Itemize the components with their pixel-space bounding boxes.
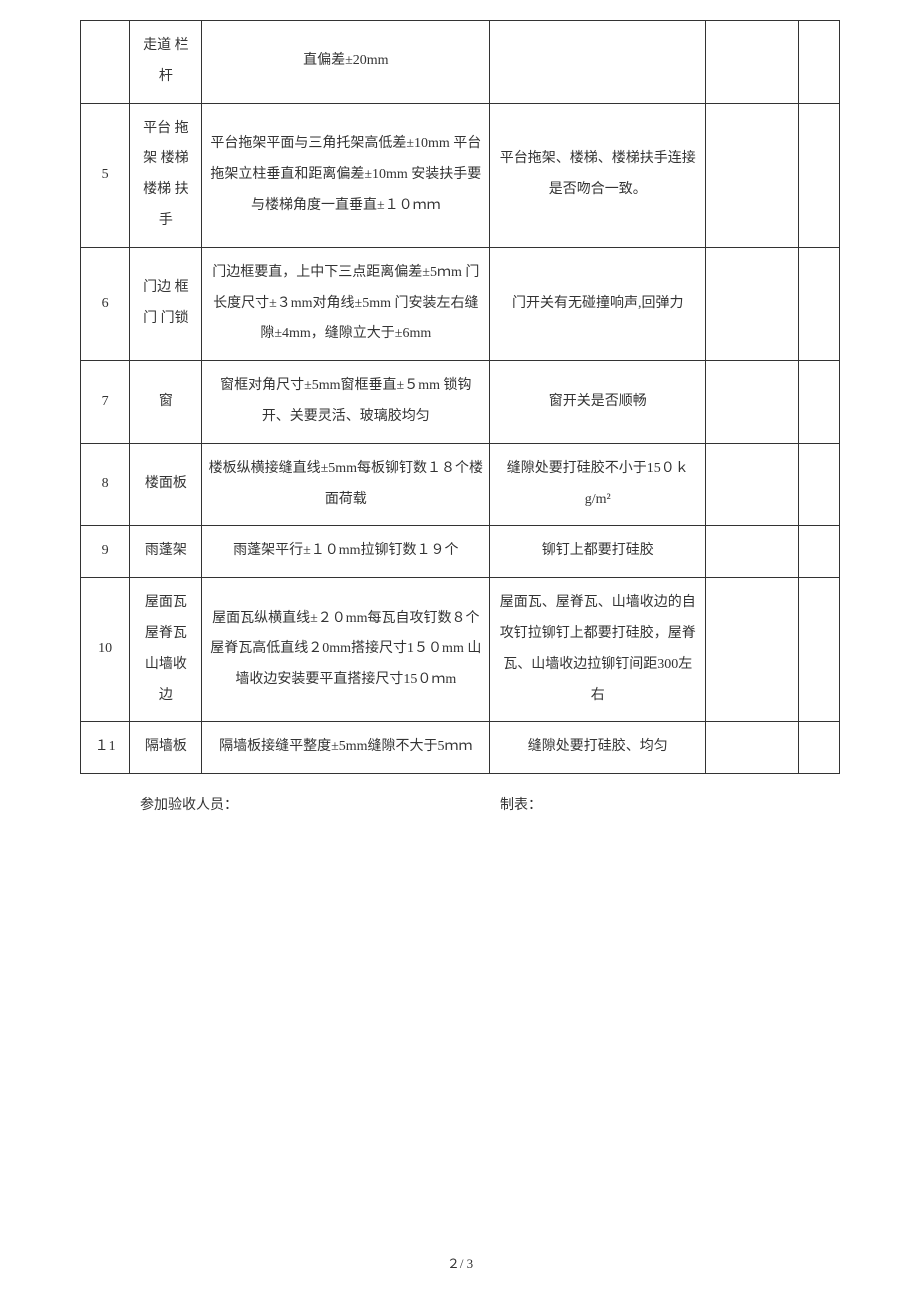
cell-item: 雨蓬架	[130, 526, 202, 578]
cell-meas	[706, 21, 799, 104]
cell-res	[798, 578, 839, 722]
cell-req: 平台拖架平面与三角托架高低差±10mm 平台拖架立柱垂直和距离偏差±10mm 安…	[202, 103, 490, 247]
cell-meas	[706, 361, 799, 444]
table-row: 9 雨蓬架 雨蓬架平行±１０mm拉铆钉数１９个 铆钉上都要打硅胶	[81, 526, 840, 578]
cell-item: 隔墙板	[130, 722, 202, 774]
cell-item: 屋面瓦 屋脊瓦 山墙收 边	[130, 578, 202, 722]
footer-right-label: 制表：	[500, 794, 542, 814]
cell-res	[798, 361, 839, 444]
cell-note: 缝隙处要打硅胶、均匀	[490, 722, 706, 774]
inspection-table: 走道 栏杆 直偏差±20mm 5 平台 拖架 楼梯 楼梯 扶手 平台拖架平面与三…	[80, 20, 840, 774]
table-row: １1 隔墙板 隔墙板接缝平整度±5mm缝隙不大于5ｍｍ 缝隙处要打硅胶、均匀	[81, 722, 840, 774]
cell-res	[798, 103, 839, 247]
cell-meas	[706, 103, 799, 247]
cell-num: 8	[81, 443, 130, 526]
cell-num: 6	[81, 247, 130, 360]
cell-req: 雨蓬架平行±１０mm拉铆钉数１９个	[202, 526, 490, 578]
cell-item: 走道 栏杆	[130, 21, 202, 104]
cell-num	[81, 21, 130, 104]
cell-item: 平台 拖架 楼梯 楼梯 扶手	[130, 103, 202, 247]
cell-res	[798, 722, 839, 774]
cell-num: 5	[81, 103, 130, 247]
page-number: ２/ 3	[0, 1253, 920, 1272]
table-row: 6 门边 框门 门锁 门边框要直，上中下三点距离偏差±5ｍm 门长度尺寸±３mm…	[81, 247, 840, 360]
cell-req: 窗框对角尺寸±5mm窗框垂直±５mm 锁钩开、关要灵活、玻璃胶均匀	[202, 361, 490, 444]
table-row: 7 窗 窗框对角尺寸±5mm窗框垂直±５mm 锁钩开、关要灵活、玻璃胶均匀 窗开…	[81, 361, 840, 444]
cell-res	[798, 247, 839, 360]
cell-num: 10	[81, 578, 130, 722]
cell-meas	[706, 722, 799, 774]
cell-num: １1	[81, 722, 130, 774]
table-row: 5 平台 拖架 楼梯 楼梯 扶手 平台拖架平面与三角托架高低差±10mm 平台拖…	[81, 103, 840, 247]
table-row: 走道 栏杆 直偏差±20mm	[81, 21, 840, 104]
cell-res	[798, 443, 839, 526]
cell-num: 7	[81, 361, 130, 444]
cell-note	[490, 21, 706, 104]
cell-item: 门边 框门 门锁	[130, 247, 202, 360]
cell-item: 窗	[130, 361, 202, 444]
cell-note: 门开关有无碰撞响声,回弹力	[490, 247, 706, 360]
cell-note: 缝隙处要打硅胶不小于15０ｋg/m²	[490, 443, 706, 526]
cell-req: 直偏差±20mm	[202, 21, 490, 104]
cell-res	[798, 21, 839, 104]
cell-note: 窗开关是否顺畅	[490, 361, 706, 444]
table-row: 10 屋面瓦 屋脊瓦 山墙收 边 屋面瓦纵横直线±２０mm每瓦自攻钉数８个 屋脊…	[81, 578, 840, 722]
footer-left-label: 参加验收人员：	[140, 794, 500, 814]
cell-num: 9	[81, 526, 130, 578]
table-row: 8 楼面板 楼板纵横接缝直线±5mm每板铆钉数１８个楼面荷载 缝隙处要打硅胶不小…	[81, 443, 840, 526]
cell-req: 隔墙板接缝平整度±5mm缝隙不大于5ｍｍ	[202, 722, 490, 774]
cell-meas	[706, 247, 799, 360]
cell-res	[798, 526, 839, 578]
cell-meas	[706, 526, 799, 578]
cell-req: 楼板纵横接缝直线±5mm每板铆钉数１８个楼面荷载	[202, 443, 490, 526]
cell-meas	[706, 578, 799, 722]
cell-note: 平台拖架、楼梯、楼梯扶手连接是否吻合一致。	[490, 103, 706, 247]
cell-meas	[706, 443, 799, 526]
cell-req: 门边框要直，上中下三点距离偏差±5ｍm 门长度尺寸±３mm对角线±5mm 门安装…	[202, 247, 490, 360]
cell-note: 屋面瓦、屋脊瓦、山墙收边的自攻钉拉铆钉上都要打硅胶，屋脊瓦、山墙收边拉铆钉间距3…	[490, 578, 706, 722]
footer-line: 参加验收人员： 制表：	[80, 794, 840, 814]
cell-item: 楼面板	[130, 443, 202, 526]
cell-note: 铆钉上都要打硅胶	[490, 526, 706, 578]
cell-req: 屋面瓦纵横直线±２０mm每瓦自攻钉数８个 屋脊瓦高低直线２0mm搭接尺寸1５０m…	[202, 578, 490, 722]
